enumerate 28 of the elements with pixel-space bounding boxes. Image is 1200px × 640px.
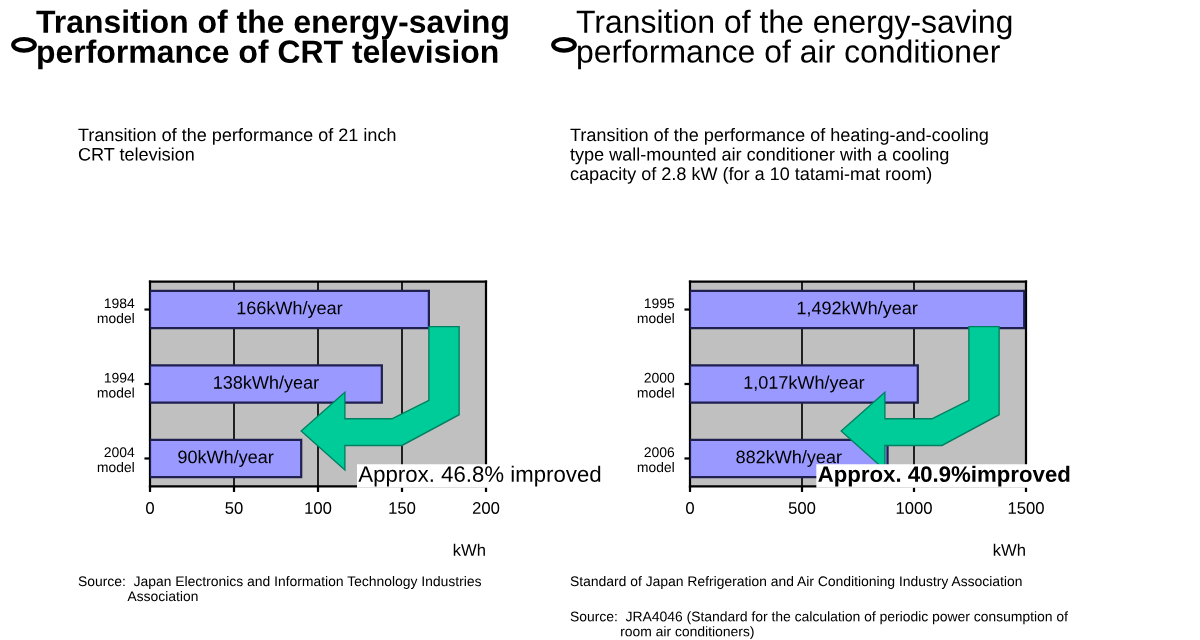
data-label: 90kWh/year [178, 450, 274, 467]
chart-title: Transition of the energy-saving performance of CRT television [36, 9, 508, 70]
data-label: 1,017kWh/year [744, 375, 865, 393]
x-axis-title: kWh [453, 543, 485, 556]
x-tick-label: 500 [788, 502, 816, 514]
annotation: Approx. 46.8% improved [358, 465, 601, 487]
x-tick-label: 100 [305, 502, 332, 514]
bar [690, 289, 1026, 330]
bar [690, 364, 919, 404]
chart-title: Transition of the energy-saving performance of air conditioner [576, 9, 1012, 70]
x-tick-label: 0 [686, 502, 694, 514]
x-tick-label: 1000 [896, 502, 932, 514]
data-label: 1,492kWh/year [797, 301, 918, 318]
chart-subtitle: Transition of the performance of 21 inch CRT television [78, 128, 396, 161]
annotation: Approx. 40.9%improved [818, 465, 1070, 487]
data-label: 138kWh/year [214, 375, 319, 393]
x-tick-label: 0 [146, 502, 154, 514]
x-tick-label: 200 [472, 502, 500, 514]
data-label: 166kWh/year [237, 301, 343, 318]
chart-subtitle: Transition of the performance of heating-and-cooling type wall-mounted air conditioner with a cooling capacity of 2.8 kW (for a 10 tatami-mat room) [570, 128, 988, 184]
x-tick-label: 50 [225, 502, 243, 514]
bar [150, 364, 383, 404]
x-axis-title: kWh [993, 543, 1025, 556]
bar [150, 438, 303, 479]
bar [150, 289, 430, 330]
x-tick-label: 1500 [1008, 502, 1044, 514]
data-label: 882kWh/year [736, 450, 842, 467]
x-tick-label: 150 [389, 502, 416, 514]
